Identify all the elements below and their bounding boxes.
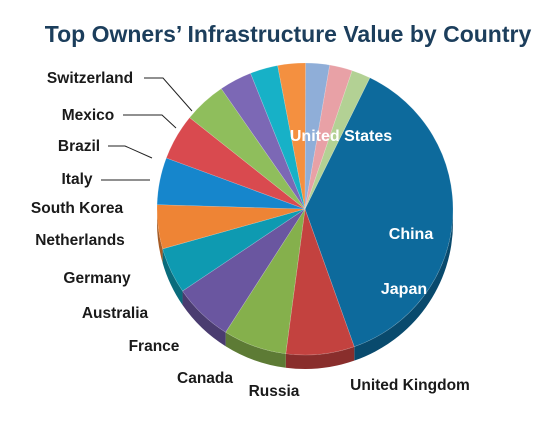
slice-side-china <box>285 346 355 369</box>
label-japan: Japan <box>381 281 427 298</box>
slice-japan <box>225 208 306 355</box>
leader-line-switzerland <box>144 77 193 112</box>
pie-slices <box>156 62 454 356</box>
label-china: China <box>389 226 434 243</box>
label-south-korea: South Korea <box>31 200 124 217</box>
label-brazil: Brazil <box>58 138 100 155</box>
slice-germany <box>189 88 306 210</box>
leader-line-brazil <box>108 145 153 159</box>
slice-china <box>285 208 355 356</box>
slice-switzerland <box>304 70 371 210</box>
label-italy: Italy <box>61 171 92 188</box>
slice-canada <box>156 204 306 250</box>
slice-labels: United States China Japan United Kingdom Rus… <box>31 70 470 400</box>
label-australia: Australia <box>82 305 149 322</box>
label-united-states: United States <box>290 128 392 145</box>
label-switzerland: Switzerland <box>47 70 133 87</box>
slice-south-korea <box>250 65 306 210</box>
slice-mexico <box>304 64 353 210</box>
slice-side-canada <box>157 209 163 263</box>
label-france: France <box>129 338 180 355</box>
leader-lines <box>101 77 193 181</box>
slice-united-states <box>304 77 454 348</box>
label-mexico: Mexico <box>62 107 115 124</box>
slice-france <box>156 157 306 210</box>
slice-netherlands <box>220 72 306 210</box>
slice-side-united-states <box>354 209 453 361</box>
label-netherlands: Netherlands <box>35 232 125 249</box>
label-canada: Canada <box>177 370 233 387</box>
slice-australia <box>165 117 306 210</box>
slice-side-russia <box>162 248 183 305</box>
label-russia: Russia <box>249 383 300 400</box>
leader-line-mexico <box>123 114 177 129</box>
slice-side-japan <box>225 332 286 368</box>
slice-italy <box>277 62 306 210</box>
pie-depth-layer <box>157 209 453 369</box>
label-united-kingdom: United Kingdom <box>350 377 470 394</box>
label-germany: Germany <box>63 270 131 287</box>
slice-united-kingdom <box>182 208 306 333</box>
slice-side-united-kingdom <box>182 290 226 347</box>
slice-russia <box>162 208 306 292</box>
slice-brazil <box>304 62 331 210</box>
chart-title: Top Owners’ Infrastructure Value by Coun… <box>45 21 532 47</box>
